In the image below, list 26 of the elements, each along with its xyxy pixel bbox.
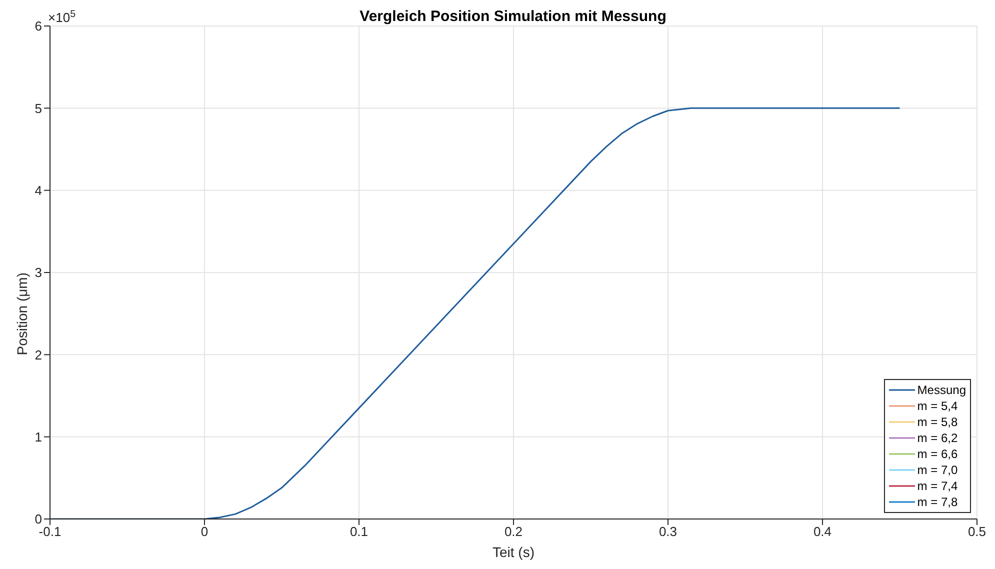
legend-label: m = 5,4 (917, 399, 958, 413)
legend-label: m = 5,8 (917, 415, 958, 429)
legend-label: m = 7,4 (917, 479, 958, 493)
x-tick-label: 0.5 (968, 524, 986, 540)
x-tick-label: 0.3 (658, 524, 678, 540)
legend-label: m = 7,8 (917, 495, 958, 509)
y-tick-label: 0 (34, 512, 42, 527)
x-axis-title: Teit (s) (492, 544, 534, 560)
text: ×10$^{5}$ (48, 8, 76, 25)
legend-label: m = 6,2 (917, 431, 958, 445)
y-axis-title: Position (μm) (14, 272, 30, 356)
y-tick-label: 3 (34, 265, 42, 280)
x-tick-label: -0.1 (38, 524, 62, 540)
x-tick-label: 0 (200, 524, 208, 540)
x-tick-label: 0.4 (813, 524, 832, 540)
y-tick-label: 4 (34, 182, 42, 198)
legend-label: m = 6,6 (917, 447, 958, 461)
legend-label: m = 7,0 (917, 463, 958, 477)
legend-label: Messung (917, 383, 966, 397)
y-tick-label: 5 (34, 100, 42, 116)
x-tick-label: 0.2 (504, 524, 523, 540)
y-tick-label: 1 (34, 429, 42, 444)
x-tick-label: 0.1 (350, 524, 368, 540)
y-tick-label: 2 (34, 347, 42, 362)
chart-title: Vergleich Position Simulation mit Messung (360, 8, 666, 25)
y-tick-label: 6 (34, 18, 42, 34)
